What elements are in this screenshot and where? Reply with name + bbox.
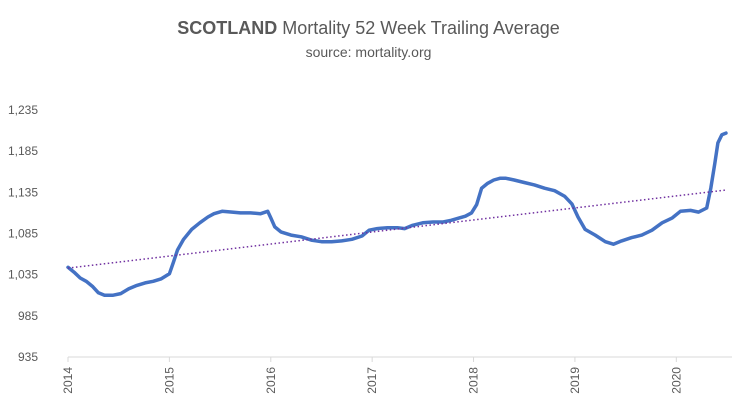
x-tick-label: 2014 bbox=[61, 367, 75, 394]
y-tick-label: 1,035 bbox=[8, 268, 38, 282]
chart-title-bold: SCOTLAND bbox=[177, 18, 278, 38]
x-tick-label: 2015 bbox=[162, 367, 176, 394]
mortality-line bbox=[66, 131, 728, 298]
x-tick-label: 2019 bbox=[568, 367, 582, 394]
chart-subtitle: source: mortality.org bbox=[305, 44, 432, 60]
x-tick-label: 2020 bbox=[669, 367, 683, 394]
x-tick-label: 2018 bbox=[467, 367, 481, 394]
y-tick-label: 985 bbox=[18, 309, 38, 323]
y-tick-label: 1,235 bbox=[8, 103, 38, 117]
chart-title: SCOTLAND Mortality 52 Week Trailing Aver… bbox=[0, 18, 737, 39]
x-tick-label: 2017 bbox=[365, 367, 379, 394]
y-tick-label: 1,135 bbox=[8, 185, 38, 199]
y-tick-label: 935 bbox=[18, 350, 38, 364]
trend-line bbox=[67, 189, 728, 269]
chart-title-rest: Mortality 52 Week Trailing Average bbox=[277, 18, 560, 38]
x-tick-label: 2016 bbox=[264, 367, 278, 394]
y-tick-label: 1,085 bbox=[8, 227, 38, 241]
y-tick-label: 1,185 bbox=[8, 144, 38, 158]
